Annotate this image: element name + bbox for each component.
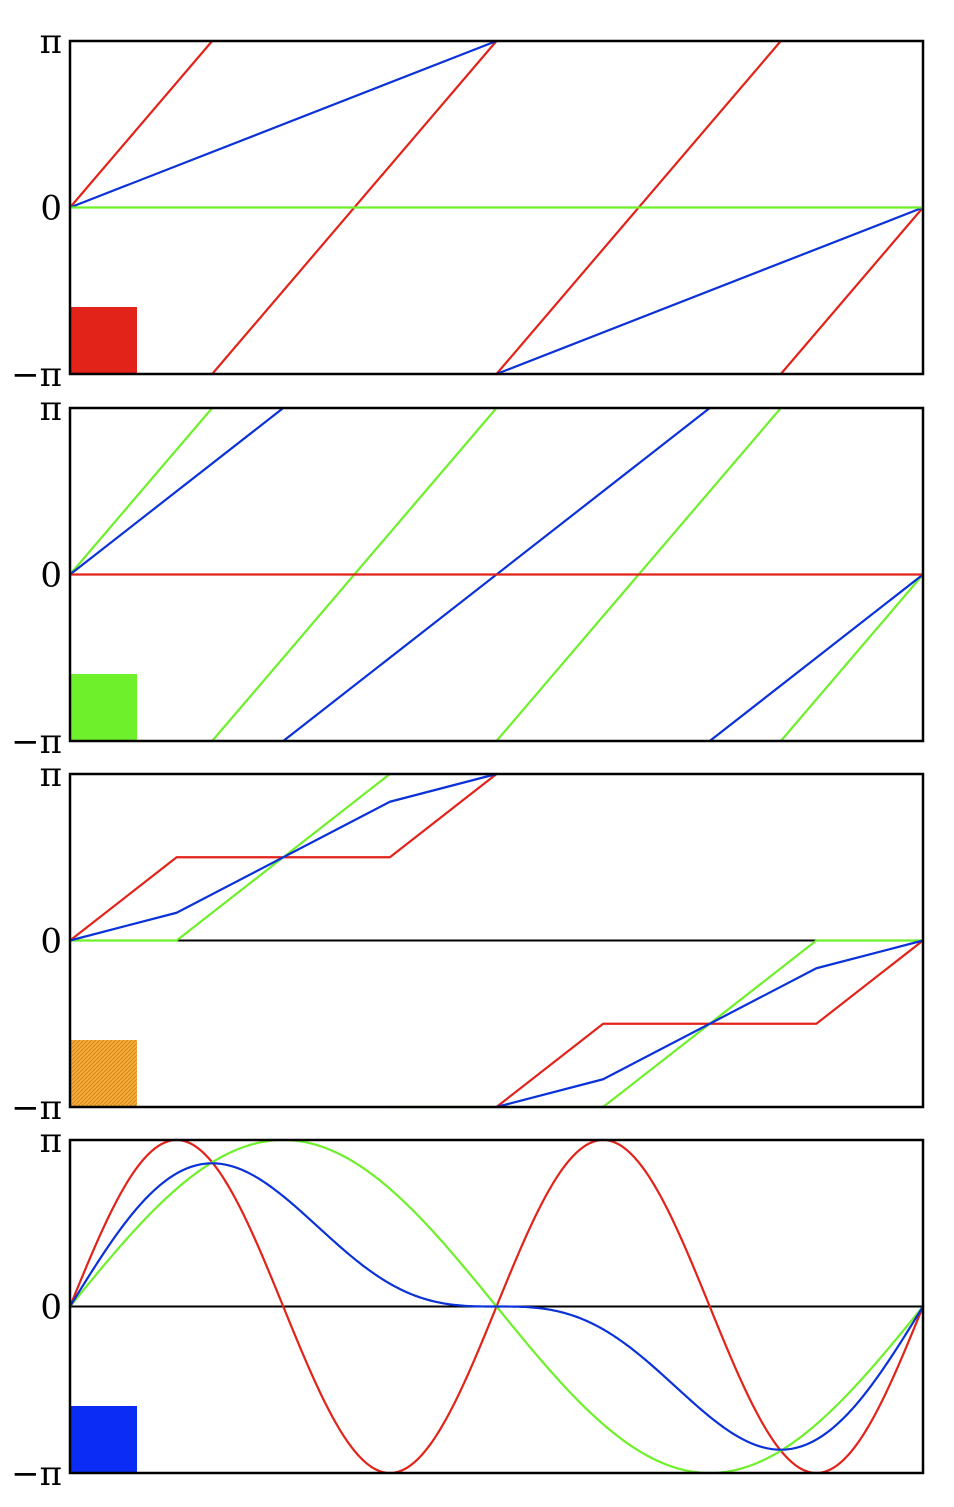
- y-tick-label: −π: [11, 1454, 62, 1494]
- y-tick-label: −π: [11, 355, 62, 395]
- panel-2: π 0 −π: [11, 389, 925, 762]
- series-line-1-1: [68, 39, 214, 209]
- panel-4: π 0 −π: [11, 1121, 925, 1494]
- series-line-6-1: [495, 939, 925, 1109]
- y-tick-label: 0: [40, 556, 62, 596]
- plot-frame: [68, 39, 925, 376]
- y-tick-label: π: [40, 389, 62, 429]
- legend-swatch: [70, 307, 137, 374]
- plot-frame: [68, 406, 925, 743]
- series-line-1-1: [68, 406, 214, 576]
- series-line-1-4: [779, 573, 925, 743]
- panel-1: π 0 −π: [11, 22, 925, 395]
- y-tick-label: −π: [11, 722, 62, 762]
- panels: π0−ππ0−ππ0−ππ0−π: [11, 22, 925, 1494]
- series-line-5-1: [68, 772, 498, 942]
- series-line-1-4: [779, 206, 925, 376]
- legend-swatch: [70, 1406, 137, 1473]
- series-line-2-3: [708, 573, 925, 743]
- y-tick-label: −π: [11, 1088, 62, 1128]
- series-line-2-2: [495, 206, 925, 376]
- y-tick-label: π: [40, 1121, 62, 1161]
- series-line-3-1: [68, 772, 391, 942]
- y-tick-label: 0: [40, 1288, 62, 1328]
- y-tick-label: 0: [40, 922, 62, 962]
- panel-3: π 0 −π: [11, 755, 925, 1128]
- plot-frame: [68, 1138, 925, 1475]
- y-tick-label: π: [40, 755, 62, 795]
- series-line-2-1: [68, 39, 498, 209]
- legend-swatch: [70, 674, 137, 741]
- y-tick-label: π: [40, 22, 62, 62]
- series-line-2-1: [68, 406, 285, 576]
- y-tick-label: 0: [40, 189, 62, 229]
- legend-swatch: [70, 1040, 137, 1107]
- series-line-3-1: [68, 1162, 925, 1451]
- plot-frame: [68, 772, 925, 1109]
